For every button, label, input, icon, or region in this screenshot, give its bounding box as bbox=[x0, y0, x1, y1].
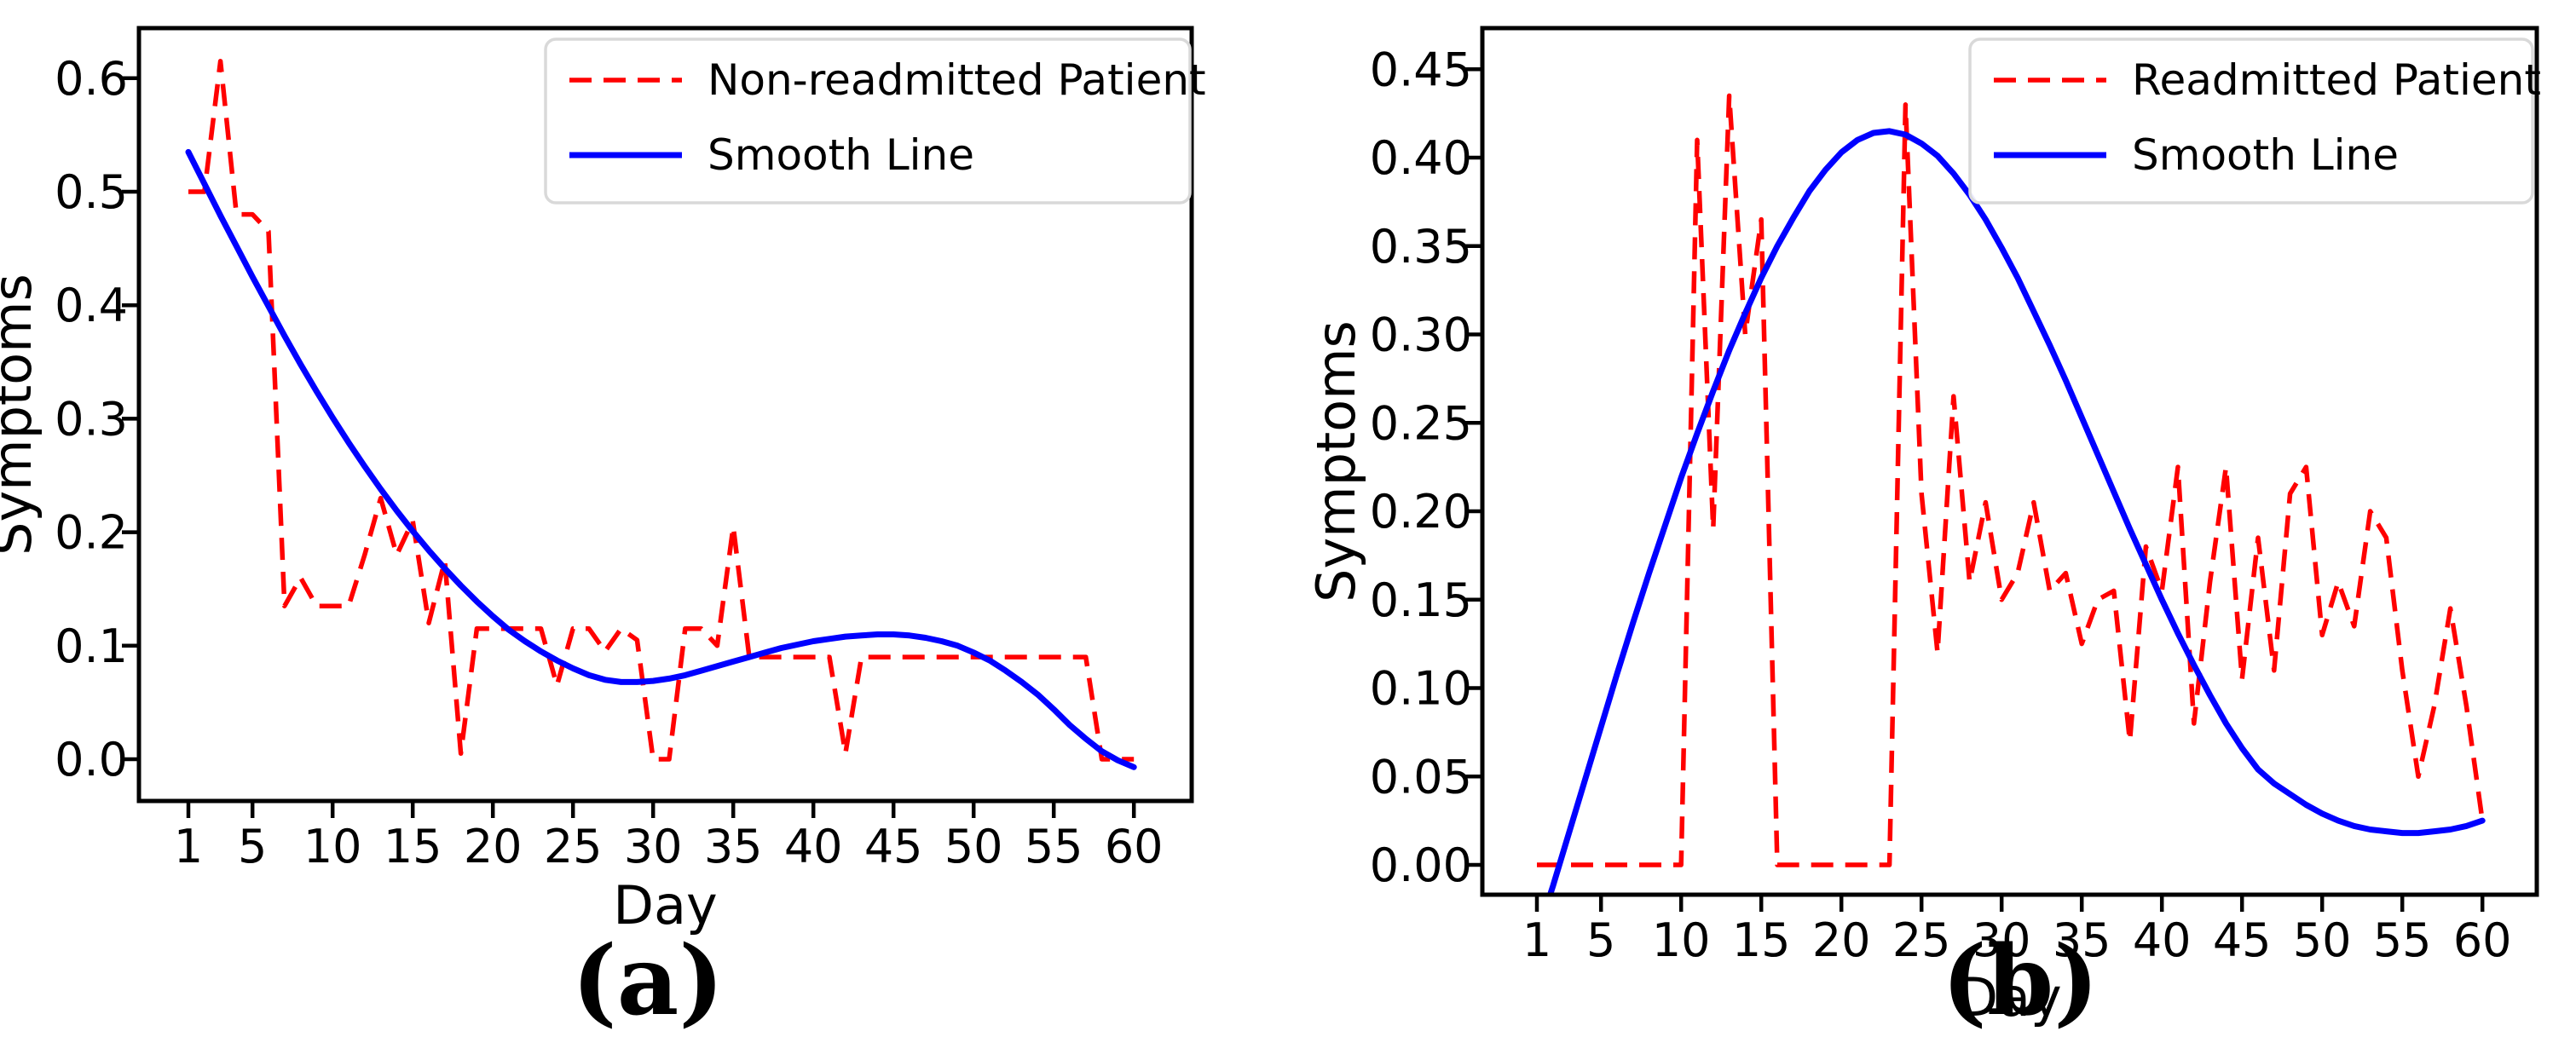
x-axis-label: Day bbox=[613, 874, 717, 936]
x-tick-label: 30 bbox=[1972, 913, 2031, 967]
x-tick-label: 25 bbox=[544, 820, 603, 873]
legend: Readmitted Patient Smooth Line bbox=[1968, 37, 2541, 205]
y-tick-label: 0.10 bbox=[1370, 662, 1472, 716]
plot-frame bbox=[1480, 26, 2539, 897]
x-tick-label: 10 bbox=[303, 820, 362, 873]
y-tick-label: 0.05 bbox=[1370, 750, 1472, 804]
x-tick-label: 5 bbox=[238, 820, 267, 873]
x-tick-label: 20 bbox=[464, 820, 523, 873]
legend-label: Non-readmitted Patient bbox=[708, 55, 1206, 105]
x-tick-label: 55 bbox=[1025, 820, 1083, 873]
x-tick-label: 35 bbox=[704, 820, 763, 873]
y-tick-label: 0.35 bbox=[1370, 220, 1472, 274]
y-tick-label: 0.20 bbox=[1370, 485, 1472, 539]
x-axis-ticks: 1 5 10 15 20 25 30 35 40 45 50 55 60 bbox=[1522, 895, 2512, 967]
legend-box bbox=[544, 37, 1192, 205]
x-tick-label: 10 bbox=[1652, 913, 1711, 967]
legend-label: Readmitted Patient bbox=[2132, 55, 2541, 105]
y-tick-label: 0.45 bbox=[1370, 43, 1472, 96]
y-tick-label: 0.40 bbox=[1370, 131, 1472, 185]
chart-panel-a: 1 5 10 15 20 25 30 35 40 45 50 55 600.00.10.20.30.40… bbox=[0, 26, 1206, 936]
x-tick-label: 30 bbox=[624, 820, 683, 873]
y-tick-label: 0.1 bbox=[55, 619, 128, 673]
y-tick-label: 0.00 bbox=[1370, 838, 1472, 892]
legend-label: Smooth Line bbox=[2132, 130, 2399, 180]
x-tick-label: 45 bbox=[864, 820, 923, 873]
x-tick-label: 50 bbox=[944, 820, 1003, 873]
x-tick-label: 35 bbox=[2053, 913, 2111, 967]
x-tick-label: 55 bbox=[2373, 913, 2432, 967]
x-tick-label: 40 bbox=[784, 820, 843, 873]
x-tick-label: 5 bbox=[1586, 913, 1615, 967]
y-axis-label: Symptoms bbox=[1305, 320, 1367, 602]
series-readmitted-patient bbox=[1537, 93, 2485, 867]
y-tick-label: 0.15 bbox=[1370, 573, 1472, 627]
x-tick-label: 15 bbox=[1732, 913, 1791, 967]
y-tick-label: 0.6 bbox=[55, 52, 128, 106]
x-tick-label: 1 bbox=[174, 820, 203, 873]
y-tick-label: 0.30 bbox=[1370, 308, 1472, 362]
y-tick-label: 0.5 bbox=[55, 165, 128, 219]
x-tick-label: 60 bbox=[2453, 913, 2512, 967]
x-axis-label: Day bbox=[1957, 966, 2061, 1028]
y-axis-ticks: 0.00 0.05 0.10 0.15 0.20 0.25 0.30 0.35 0.40 0.45 bbox=[1370, 43, 1482, 892]
y-tick-label: 0.2 bbox=[55, 506, 128, 560]
series-smooth-line bbox=[1546, 128, 2486, 895]
y-tick-label: 0.0 bbox=[55, 733, 128, 786]
x-tick-label: 1 bbox=[1522, 913, 1551, 967]
legend: Non-readmitted Patient Smooth Line bbox=[544, 37, 1206, 205]
caption-b: (b) bbox=[1941, 925, 2099, 1037]
x-tick-label: 20 bbox=[1812, 913, 1871, 967]
x-tick-label: 15 bbox=[384, 820, 442, 873]
plot-frame bbox=[136, 26, 1194, 804]
x-tick-label: 45 bbox=[2213, 913, 2272, 967]
y-tick-label: 0.3 bbox=[55, 392, 128, 446]
x-tick-label: 60 bbox=[1105, 820, 1164, 873]
y-axis-label: Symptoms bbox=[0, 274, 43, 556]
x-tick-label: 50 bbox=[2293, 913, 2352, 967]
y-axis-ticks: 0.0 0.1 0.2 0.3 0.4 0.5 0.6 bbox=[55, 52, 139, 786]
series-group bbox=[185, 59, 1137, 770]
y-tick-label: 0.4 bbox=[55, 279, 128, 332]
y-tick-label: 0.25 bbox=[1370, 396, 1472, 450]
x-axis-ticks: 1 5 10 15 20 25 30 35 40 45 50 55 60 bbox=[174, 801, 1164, 873]
chart-panel-b: 1 5 10 15 20 25 30 35 40 45 50 55 60 0.00 0.05 0.10 0.15… bbox=[1305, 26, 2541, 1028]
legend-box bbox=[1968, 37, 2534, 205]
caption-a: (a) bbox=[571, 925, 725, 1037]
x-tick-label: 25 bbox=[1892, 913, 1951, 967]
legend-label: Smooth Line bbox=[708, 130, 974, 180]
series-group bbox=[1537, 93, 2486, 895]
x-tick-label: 40 bbox=[2133, 913, 2192, 967]
series-smooth-line bbox=[185, 148, 1137, 770]
